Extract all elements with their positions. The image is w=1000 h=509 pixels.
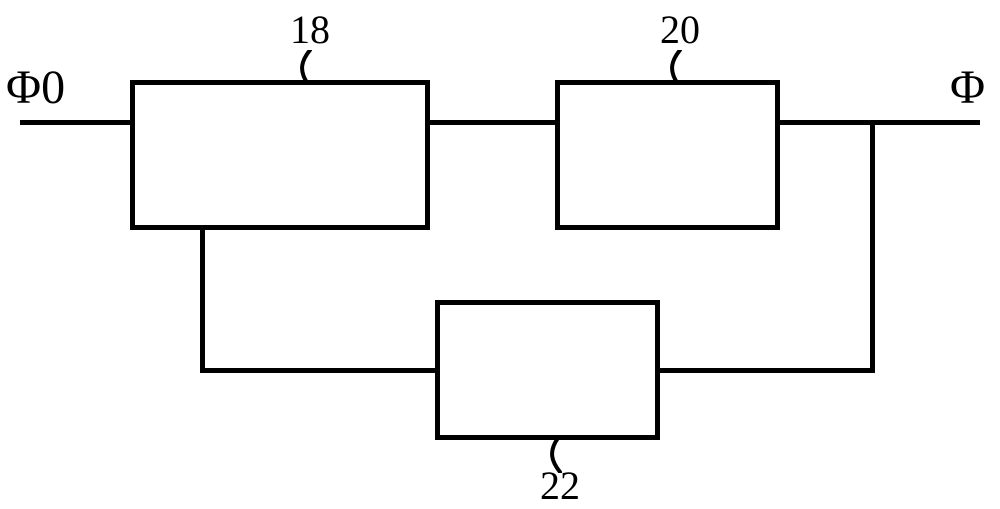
wire-in-to-b18 (20, 120, 135, 125)
wire-b20-to-out (775, 120, 980, 125)
leader-18 (290, 50, 330, 85)
wire-feedback-drop-right (870, 120, 875, 373)
label-phi0: Φ0 (6, 60, 65, 115)
label-phi: Φ (950, 60, 985, 115)
label-18: 18 (290, 6, 330, 53)
block-18 (130, 80, 430, 230)
leader-20 (660, 50, 700, 85)
wire-feedback-rise-left (200, 225, 205, 373)
block-20 (555, 80, 780, 230)
wire-feedback-right-h (655, 368, 875, 373)
block-22 (435, 300, 660, 440)
label-20: 20 (660, 6, 700, 53)
block-diagram: Φ0 Φ 18 20 22 (0, 0, 1000, 502)
wire-b18-to-b20 (425, 120, 560, 125)
wire-feedback-left-h (200, 368, 440, 373)
